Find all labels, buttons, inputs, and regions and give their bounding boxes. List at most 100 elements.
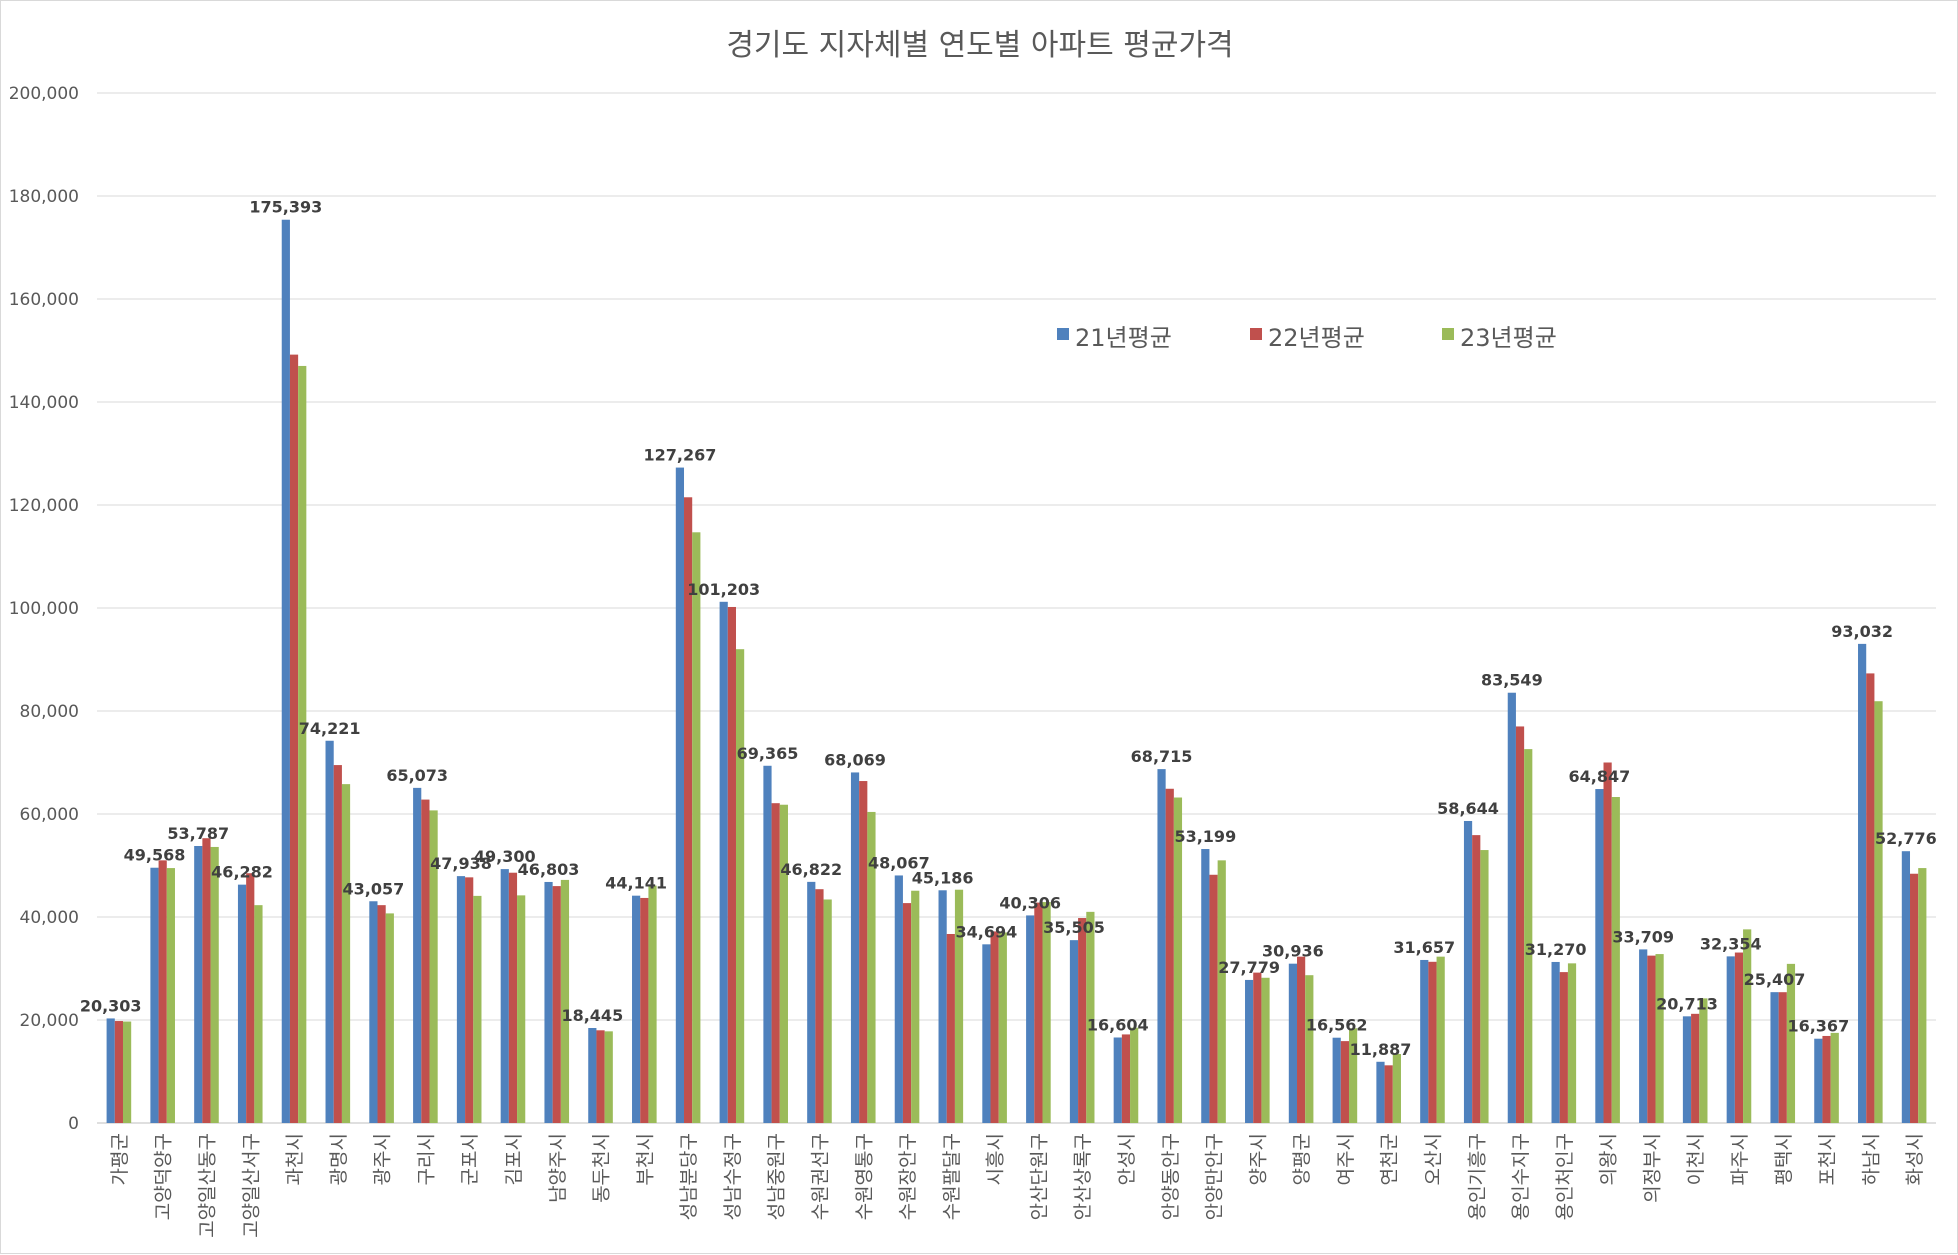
x-tick-label: 안산단원구 <box>1028 1133 1050 1220</box>
legend-label: 21년평균 <box>1075 324 1172 352</box>
bar <box>210 846 219 1123</box>
y-tick-label: 200,000 <box>9 84 79 104</box>
bar <box>1340 1041 1349 1123</box>
bar <box>902 903 912 1123</box>
bar <box>1743 929 1752 1123</box>
bar <box>719 601 728 1123</box>
bar <box>763 765 772 1123</box>
gridlines <box>97 92 1936 1124</box>
x-tick-label: 가평군 <box>109 1133 131 1185</box>
bar <box>114 1021 123 1123</box>
data-label: 31,657 <box>1393 938 1455 957</box>
x-tick-label: 수원팔달구 <box>941 1133 963 1220</box>
bar <box>1173 797 1183 1123</box>
x-tick-label: 광주시 <box>372 1133 394 1185</box>
bar <box>684 497 693 1123</box>
bar <box>1121 1034 1131 1123</box>
data-label: 45,186 <box>912 868 974 887</box>
y-tick-label: 140,000 <box>9 393 79 413</box>
y-tick-label: 80,000 <box>20 702 79 722</box>
y-tick-label: 20,000 <box>20 1011 79 1031</box>
bar <box>246 873 255 1123</box>
x-tick-label: 고양일산동구 <box>196 1133 218 1238</box>
x-tick-label: 수원권선구 <box>809 1133 831 1220</box>
bar <box>544 881 553 1123</box>
bar <box>1595 789 1604 1123</box>
data-label: 48,067 <box>868 853 930 872</box>
x-tick-label: 파주시 <box>1729 1133 1751 1185</box>
data-label: 74,221 <box>299 719 361 738</box>
bar <box>1165 788 1174 1123</box>
bar <box>369 901 378 1123</box>
y-tick-label: 160,000 <box>9 290 79 310</box>
x-tick-label: 용인처인구 <box>1554 1133 1576 1220</box>
legend-label: 22년평균 <box>1268 324 1365 352</box>
x-tick-label: 평택시 <box>1773 1133 1795 1185</box>
x-tick-label: 오산시 <box>1422 1133 1444 1185</box>
bar <box>859 781 868 1123</box>
chart-title: 경기도 지자체별 연도별 아파트 평균가격 <box>726 28 1233 63</box>
x-tick-label: 양평군 <box>1291 1133 1313 1185</box>
bar <box>1436 956 1445 1123</box>
bar <box>333 765 342 1123</box>
bar <box>1157 769 1166 1123</box>
x-tick-label: 성남중원구 <box>766 1133 788 1220</box>
y-tick-label: 180,000 <box>9 187 79 207</box>
bar <box>1866 673 1875 1123</box>
x-tick-label: 부천시 <box>634 1133 656 1185</box>
bar <box>254 905 263 1123</box>
legend-swatch <box>1057 328 1069 340</box>
x-tick-label: 포천시 <box>1817 1133 1839 1185</box>
bar <box>158 860 167 1123</box>
bar <box>1042 902 1051 1123</box>
bar <box>1734 952 1744 1123</box>
bar <box>807 881 816 1123</box>
x-tick-label: 고양덕양구 <box>153 1133 175 1220</box>
data-label: 65,073 <box>386 766 448 785</box>
x-tick-label: 수원영통구 <box>853 1133 875 1220</box>
bar <box>456 876 466 1123</box>
bar <box>1384 1065 1393 1123</box>
bar <box>1822 1035 1831 1123</box>
bar <box>1086 911 1095 1123</box>
bar <box>640 897 649 1123</box>
legend-swatch <box>1442 328 1454 340</box>
bar <box>1858 643 1867 1123</box>
bar <box>998 932 1007 1123</box>
bar <box>692 532 701 1123</box>
bar <box>938 890 947 1123</box>
bar <box>150 867 159 1123</box>
x-tick-label: 용인기흥구 <box>1466 1133 1488 1220</box>
x-tick-label: 광명시 <box>328 1133 350 1185</box>
bar <box>413 787 422 1123</box>
bar <box>867 811 876 1123</box>
data-label: 47,938 <box>430 854 492 873</box>
data-label: 53,787 <box>167 824 229 843</box>
data-label: 18,445 <box>561 1006 623 1025</box>
bar <box>1069 940 1079 1123</box>
bar <box>1655 954 1664 1123</box>
bar <box>911 890 920 1123</box>
bar <box>1420 959 1429 1123</box>
bar <box>779 804 788 1123</box>
data-label: 175,393 <box>249 198 322 217</box>
bar <box>1639 949 1648 1123</box>
data-label: 69,365 <box>737 744 799 763</box>
y-tick-label: 60,000 <box>20 805 79 825</box>
bar <box>1910 873 1919 1123</box>
bar <box>675 467 685 1123</box>
bar <box>1778 992 1787 1123</box>
data-label: 127,267 <box>643 446 716 465</box>
bar <box>1691 1013 1700 1123</box>
data-label: 20,713 <box>1656 994 1718 1013</box>
bar <box>1261 977 1270 1123</box>
y-tick-label: 120,000 <box>9 496 79 516</box>
bar <box>1647 955 1656 1123</box>
bar <box>298 365 307 1123</box>
bar <box>982 944 991 1123</box>
data-label: 35,505 <box>1043 918 1105 937</box>
bar <box>1201 849 1210 1123</box>
bar <box>429 810 438 1123</box>
x-tick-label: 남양주시 <box>547 1133 569 1203</box>
bar <box>237 884 247 1123</box>
